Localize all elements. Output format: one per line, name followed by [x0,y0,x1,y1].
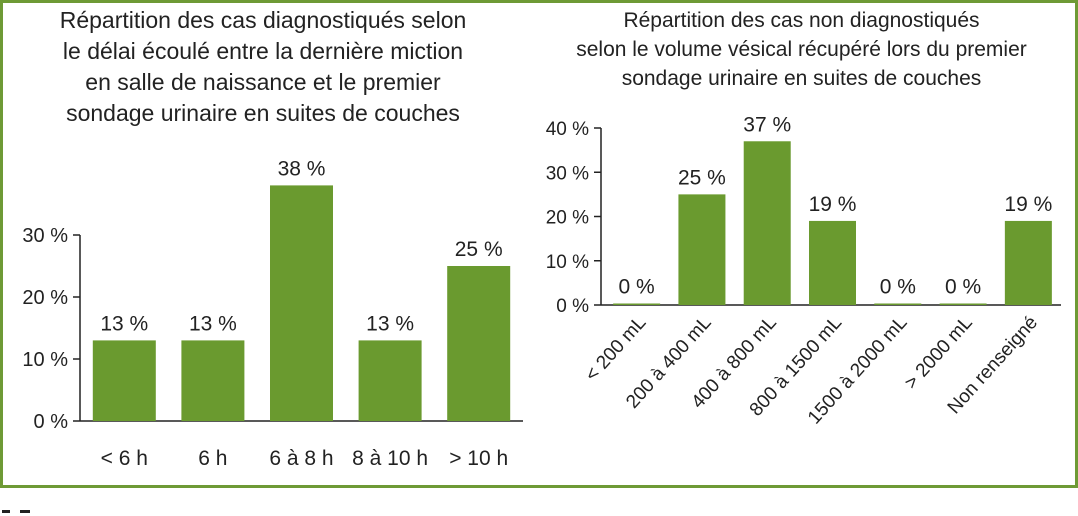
bar-value-label: 19 % [809,193,857,216]
bar [939,303,987,305]
chart-title-line: Répartition des cas diagnostiqués selon [59,7,467,33]
chart-panel-volume: Répartition des cas non diagnostiqués se… [528,3,1075,485]
y-tick-label: 10 % [22,349,68,371]
x-category-label: 6 à 8 h [269,447,333,470]
chart-delay-svg: 0 % 10 % 20 % 30 % 13 % < 6 h 13 % 6 h 38 % 6 à 8… [22,157,523,470]
footer-fragment [2,510,30,513]
x-category-label: 8 à 10 h [352,447,428,470]
bar [270,185,333,421]
bar [92,340,156,421]
chart-title-line: en salle de naissance et le premier [85,69,441,95]
bar [809,220,856,305]
chart-title-line: sondage urinaire en suites de couches [621,67,982,90]
bar [743,141,791,305]
bar [447,266,511,421]
bar-value-label: 13 % [189,312,237,335]
y-tick-label: 20 % [22,287,68,309]
x-category-label: > 10 h [449,447,508,470]
x-category-label: 6 h [198,447,227,470]
bar-value-label: 25 % [678,166,726,189]
bar-value-label: 13 % [366,312,414,335]
y-tick-label: 0 % [34,411,69,433]
chart-title-line: le délai écoulé entre la dernière mictio… [62,38,464,64]
bar [678,194,726,305]
bar-value-label: 25 % [455,238,503,261]
bar-value-label: 38 % [278,157,326,180]
bar-value-label: 0 % [945,276,981,299]
bar [181,340,245,421]
y-tick-label: 10 % [546,252,589,273]
bar [874,303,922,305]
bar [1004,220,1052,305]
x-category-label: < 6 h [101,447,148,470]
y-tick-label: 40 % [546,119,589,140]
bar-value-label: 13 % [100,312,148,335]
chart-title-line: Répartition des cas non diagnostiqués [623,9,980,32]
chart-panel-delay: Répartition des cas diagnostiqués selon … [3,3,523,485]
chart-title-line: sondage urinaire en suites de couches [66,100,460,126]
bar-value-label: 0 % [880,276,916,299]
bar-value-label: 19 % [1004,193,1052,216]
bar-value-label: 0 % [619,276,655,299]
y-tick-label: 30 % [22,225,68,247]
figure-frame: Répartition des cas diagnostiqués selon … [0,0,1078,488]
y-tick-label: 30 % [546,163,589,184]
chart-title-line: selon le volume vésical récupéré lors du… [576,38,1027,61]
y-tick-label: 0 % [556,296,589,317]
bar [358,340,422,421]
bar-value-label: 37 % [743,113,791,136]
x-category-label: < 200 mL [581,312,650,385]
bar [613,303,661,305]
y-tick-label: 20 % [546,208,589,229]
